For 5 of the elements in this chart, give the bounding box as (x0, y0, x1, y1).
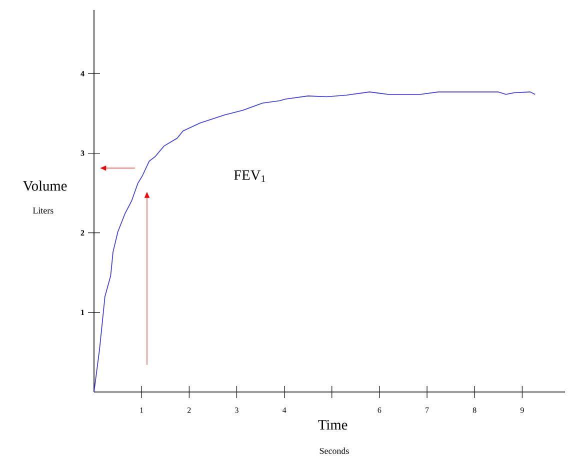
text: Seconds (320, 448, 349, 454)
y-axis-title: Volume (22, 180, 67, 191)
annotation: FEV$_{1}$ (234, 170, 266, 182)
text: Liters (32, 208, 54, 214)
x-axis-title: Time (318, 420, 348, 430)
